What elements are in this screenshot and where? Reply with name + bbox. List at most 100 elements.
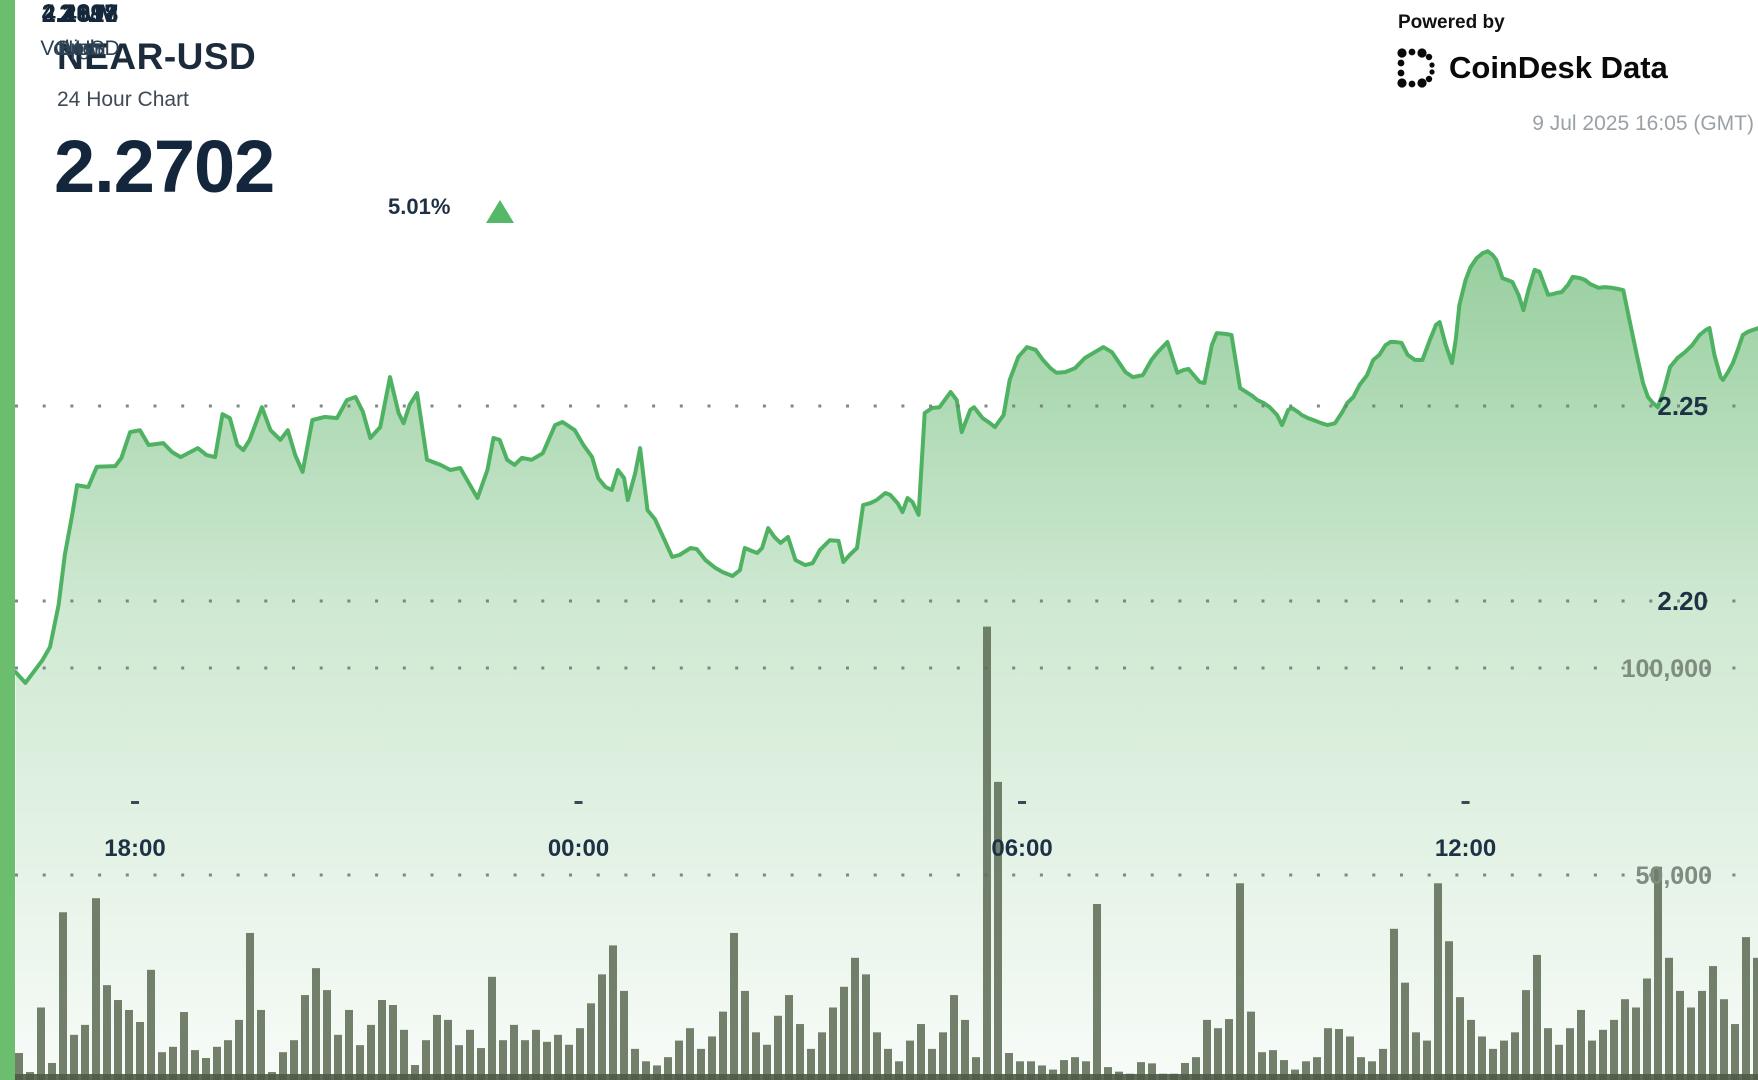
volume-bar (631, 1048, 639, 1080)
volume-bar (818, 1032, 826, 1080)
stat-vol: 2 M Vol (0, 0, 160, 61)
current-price: 2.2702 (54, 125, 275, 208)
stat-low-label: Low (60, 37, 100, 60)
stat-high: 2.2897 High (0, 0, 160, 61)
volume-bar (1258, 1052, 1266, 1080)
volume-bar (983, 626, 991, 1080)
volume-bar (301, 995, 309, 1080)
volume-bar (1434, 883, 1442, 1080)
volume-bar (928, 1048, 936, 1080)
volume-bar (543, 1041, 551, 1080)
volume-bar (312, 968, 320, 1080)
volume-bar (1005, 1053, 1013, 1080)
volume-bar (1060, 1060, 1068, 1080)
up-arrow-icon (486, 200, 514, 223)
volume-bar (81, 1024, 89, 1080)
stat-open-value: 2.1618 (41, 0, 119, 28)
volume-bar (1654, 866, 1662, 1080)
volume-bar (1577, 1009, 1585, 1080)
price-line (13, 249, 1758, 685)
volume-bar (1390, 928, 1398, 1080)
volume-bar (1555, 1044, 1563, 1080)
volume-bar (169, 1046, 177, 1080)
volume-bar (1566, 1028, 1574, 1080)
stat-vol-usd: 4.49 M Vol USD (0, 0, 160, 61)
volume-bar (884, 1048, 892, 1080)
volume-baseline (0, 1074, 1758, 1080)
volume-bar (950, 995, 958, 1080)
volume-bar (906, 1040, 914, 1080)
volume-bar (1522, 990, 1530, 1080)
volume-bar (136, 1021, 144, 1080)
volume-bar (1632, 1007, 1640, 1080)
volume-bar (1445, 941, 1453, 1080)
price-axis-label: 2.20 (1657, 586, 1708, 616)
volume-bar (730, 932, 738, 1080)
volume-bar (510, 1024, 518, 1080)
stat-high-label: High (58, 37, 102, 60)
volume-bar (279, 1052, 287, 1080)
volume-bar (1192, 1057, 1200, 1080)
volume-bar (961, 1019, 969, 1080)
volume-bar (1610, 1019, 1618, 1080)
volume-bar (785, 995, 793, 1080)
volume-bar (642, 1061, 650, 1080)
volume-bar (1412, 1032, 1420, 1080)
volume-bar (1203, 1019, 1211, 1080)
volume-bar (1346, 1036, 1354, 1080)
volume-bar (653, 1065, 661, 1080)
volume-bar (1280, 1060, 1288, 1080)
volume-bar (1302, 1061, 1310, 1080)
volume-bar (114, 1000, 122, 1080)
volume-bar (1544, 1028, 1552, 1080)
volume-bar (290, 1040, 298, 1080)
volume-bar (1489, 1048, 1497, 1080)
volume-bar (235, 1019, 243, 1080)
volume-bar (1599, 1029, 1607, 1080)
volume-bar (1533, 954, 1541, 1080)
stat-vol-usd-label: Vol USD (40, 37, 120, 60)
volume-bar (367, 1024, 375, 1080)
volume-bar (1225, 1019, 1233, 1080)
volume-bar (1027, 1061, 1035, 1080)
volume-bar (1148, 1063, 1156, 1080)
volume-bar (972, 1057, 980, 1080)
volume-bar (202, 1057, 210, 1080)
volume-bar (1687, 1007, 1695, 1080)
volume-bar (807, 1048, 815, 1080)
volume-bar (664, 1057, 672, 1080)
stat-open: 2.1618 Open (0, 0, 160, 61)
chart-subtitle: 24 Hour Chart (57, 88, 189, 111)
volume-bar (686, 1028, 694, 1080)
volume-bar (1753, 957, 1758, 1080)
volume-bar (1467, 1019, 1475, 1080)
volume-bar (103, 985, 111, 1080)
volume-bar (565, 1044, 573, 1080)
volume-bar (1104, 1067, 1112, 1080)
symbol-title: NEAR-USD (57, 36, 257, 77)
volume-bar (1511, 1032, 1519, 1080)
volume-bar (1236, 883, 1244, 1080)
volume-bar (1698, 990, 1706, 1080)
volume-bar (433, 1014, 441, 1080)
powered-by-label: Powered by (1398, 12, 1505, 33)
volume-bar (895, 1061, 903, 1080)
volume-bar (246, 932, 254, 1080)
volume-bar (48, 1062, 56, 1080)
volume-bar (697, 1048, 705, 1080)
change-percent: 5.01% (388, 194, 451, 219)
volume-bar (477, 1048, 485, 1080)
volume-bar (994, 781, 1002, 1080)
volume-bar (851, 957, 859, 1080)
coindesk-brand-text: CoinDesk Data (1449, 50, 1668, 85)
time-tick-mark (131, 801, 139, 804)
volume-bar (37, 1007, 45, 1080)
volume-bar (1247, 1011, 1255, 1080)
volume-bar (411, 1065, 419, 1080)
stat-open-label: Open (54, 37, 106, 60)
volume-bar (719, 1011, 727, 1080)
volume-bar (1500, 1040, 1508, 1080)
volume-bar (1379, 1048, 1387, 1080)
